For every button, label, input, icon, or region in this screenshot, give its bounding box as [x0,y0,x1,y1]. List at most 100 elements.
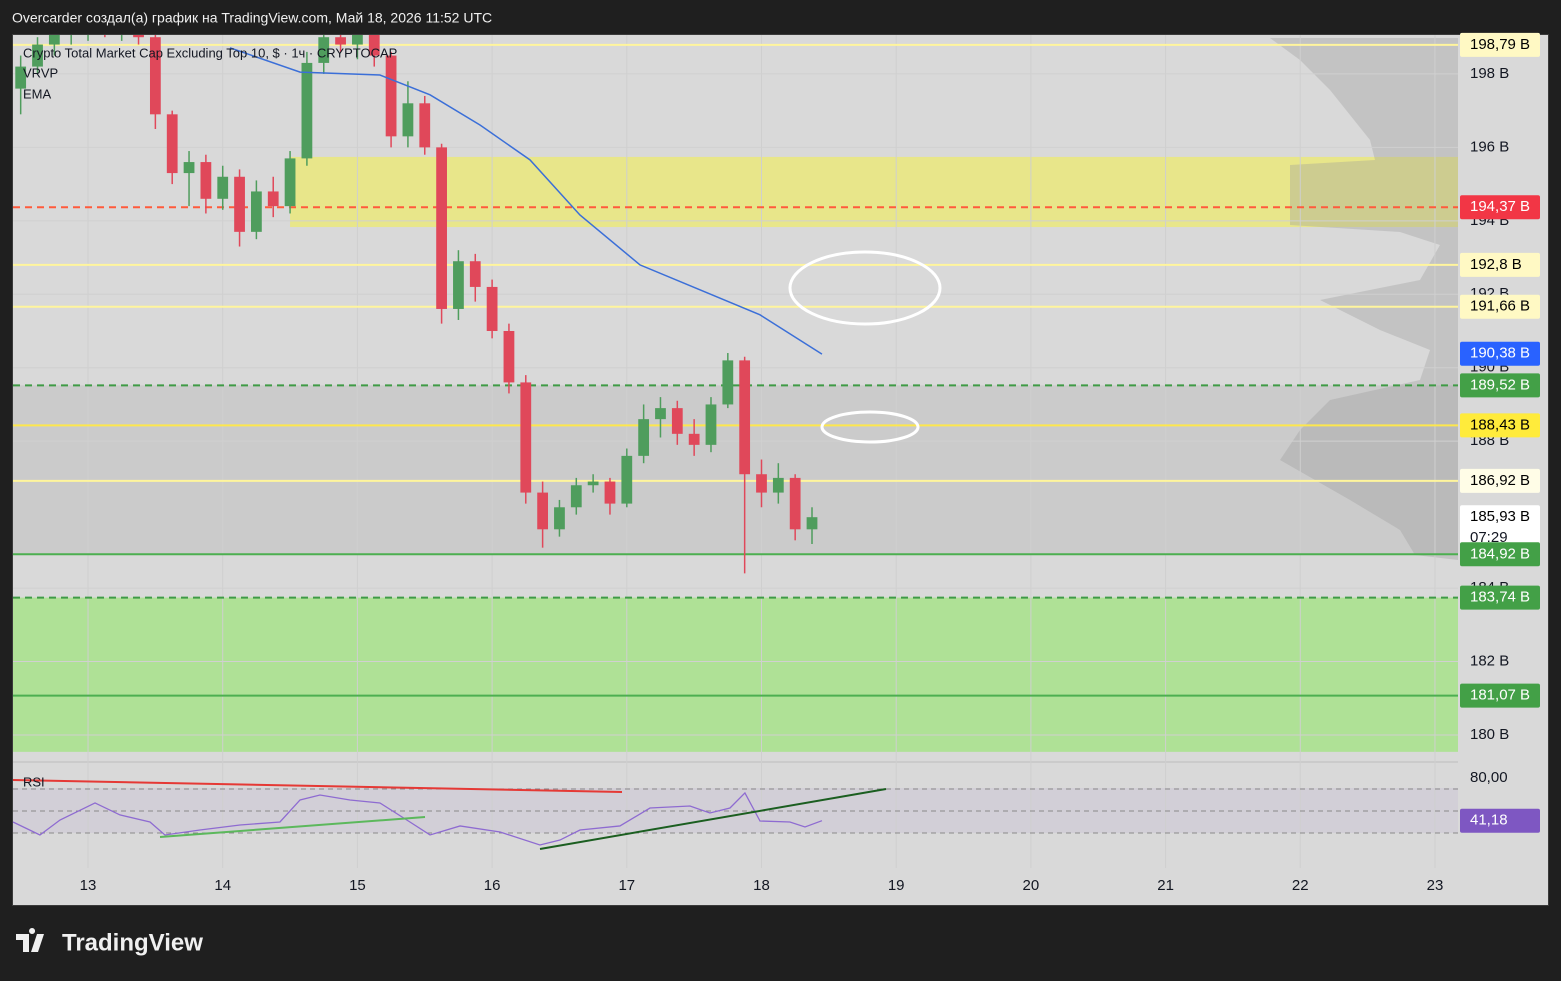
price-label: 185,93 B [1470,508,1530,525]
candle-body [655,408,666,420]
indicator-name: EMA [23,86,52,101]
candles [15,26,823,574]
candle-body [15,66,27,89]
rsi-label: 41,18 [1470,812,1508,829]
brand-logo: TradingView [16,928,203,956]
x-tick-label: 19 [888,877,905,894]
price-label-bg [1460,294,1540,319]
candle-body [99,26,110,30]
candle-body [436,147,447,309]
x-tick-label: 18 [753,877,770,894]
zone [290,156,1458,228]
candle-body [335,37,346,45]
candle-body [486,286,498,331]
trend-line [539,788,887,850]
candle-body [318,37,330,63]
candle-body [772,477,784,493]
x-tick-label: 17 [618,877,635,894]
price-label: 183,74 B [1470,589,1530,606]
x-tick-label: 20 [1023,877,1040,894]
drawn-ellipse [820,410,920,444]
candle-body [66,30,77,34]
price-label: 188,43 B [1470,416,1530,433]
x-tick-label: 16 [484,877,501,894]
candle-body [368,35,380,56]
price-label-bg [1460,195,1540,220]
y-tick-label: 182 B [1470,652,1509,669]
x-tick-label: 15 [349,877,366,894]
candle-body [570,485,582,508]
candle-body [453,261,464,309]
price-label-bg [1460,542,1540,567]
y-tick-label: 198 B [1470,65,1509,82]
price-label: 189,52 B [1470,376,1530,393]
candle-body [402,103,414,137]
rsi-label-bg [1460,808,1540,833]
candle-body [352,35,363,45]
price-label: 194,37 B [1470,198,1530,215]
y-tick-label: 196 B [1470,138,1509,155]
price-label-bg [1460,505,1540,552]
header: Overcarder создал(а) график на TradingVi… [12,10,492,26]
candle-body [200,162,212,199]
candle-body [419,103,431,148]
candle-body [48,35,60,45]
price-label: 190,38 B [1470,345,1530,362]
candle-body [806,517,818,530]
candle-body [503,330,515,383]
price-label-bg [1460,341,1540,366]
candle-body [217,176,229,199]
price-label: 192,8 B [1470,256,1522,273]
price-label: 186,92 B [1470,472,1530,489]
countdown: 07:29 [1470,529,1508,546]
y-tick-label: 180 B [1470,726,1509,743]
candle-body [739,360,751,475]
candle-body [688,433,700,445]
candle-body [385,55,397,137]
price-label-bg [1460,683,1540,708]
zones [13,156,1458,752]
candle-body [166,114,178,174]
candle-body [251,191,262,232]
candle-body [267,191,279,207]
indicator-name: RSI [23,774,45,789]
price-label: 198,79 B [1470,36,1530,53]
candle-body [705,404,717,445]
x-tick-label: 21 [1157,877,1174,894]
indicator-name: VRVP [23,65,58,80]
rsi-tick-label: 80,00 [1470,769,1508,786]
x-tick-label: 14 [214,877,231,894]
zone [13,597,1458,752]
brand: TradingView [62,929,203,956]
price-label-bg [1460,252,1540,277]
zone [13,385,1458,555]
candle-body [621,455,633,504]
candle-body [520,382,532,493]
candle-body [469,261,481,287]
candle-body [83,26,94,30]
candle-body [638,419,650,456]
rsi-line [13,791,823,846]
candle-body [284,158,296,207]
price-label-bg [1460,585,1540,610]
levels [13,43,1458,697]
candle-body [537,492,549,530]
price-label-bg [1460,32,1540,57]
price-label: 181,07 B [1470,687,1530,704]
price-label: 184,92 B [1470,545,1530,562]
candle-body [301,62,313,159]
volume-profile [1270,38,1458,560]
trend-line [159,816,426,838]
candle-body [604,481,616,504]
candle-body [133,35,144,38]
price-label-bg [1460,373,1540,398]
candle-body [149,37,161,115]
rsi-pane [13,788,1458,846]
trend-line [12,779,623,793]
candle-body [756,474,767,493]
candle-body [789,477,801,530]
x-tick-label: 22 [1292,877,1309,894]
price-label-bg [1460,413,1540,438]
